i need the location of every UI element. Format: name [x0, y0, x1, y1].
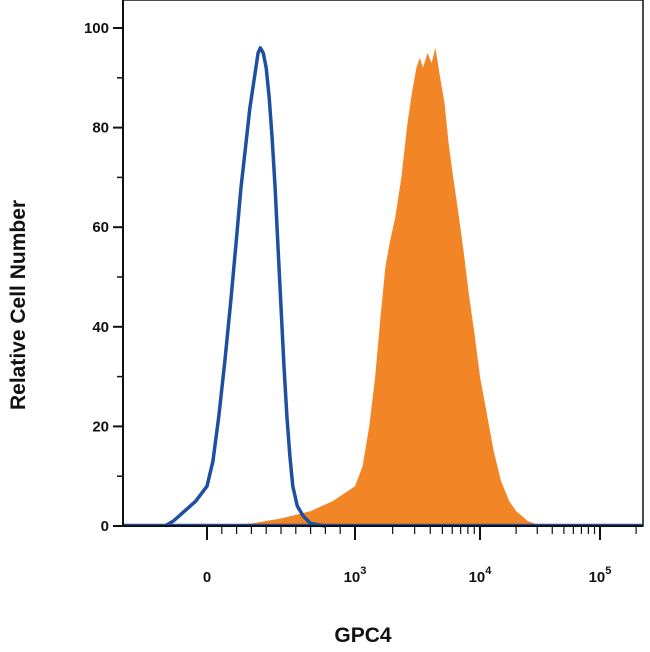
y-tick-label: 40 [92, 319, 109, 336]
filled-histogram [207, 47, 541, 527]
y-tick-label: 100 [84, 20, 109, 37]
outline-histogram [164, 46, 326, 528]
y-axis-title: Relative Cell Number [7, 200, 30, 410]
x-tick-label: 104 [469, 565, 493, 586]
x-tick-label: 105 [589, 565, 612, 586]
x-tick-label: 0 [203, 569, 211, 586]
y-tick-label: 20 [92, 418, 109, 435]
y-axis-ticks: 0 20 40 60 80 100 [84, 20, 123, 535]
filled-histogram-layer [207, 47, 541, 527]
x-axis-title: GPC4 [334, 624, 392, 647]
x-tick-label: 103 [344, 565, 367, 586]
x-axis-ticks: 0 103 104 105 [203, 526, 637, 586]
y-tick-label: 0 [101, 518, 109, 535]
y-tick-label: 80 [92, 120, 109, 137]
y-tick-label: 60 [92, 219, 109, 236]
